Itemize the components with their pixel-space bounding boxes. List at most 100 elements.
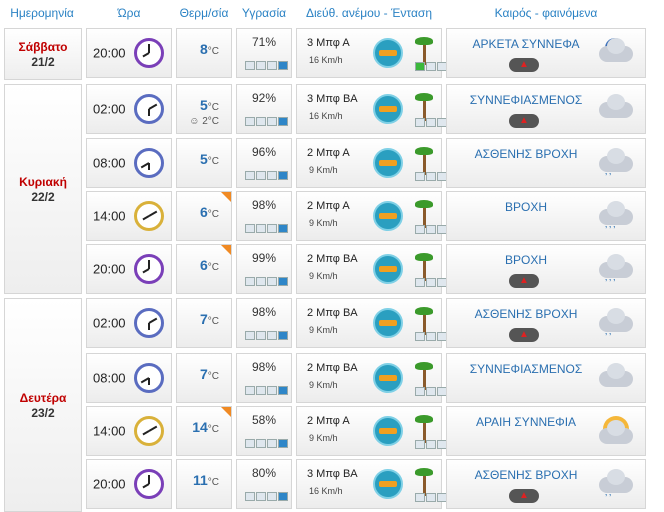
time-cell: 14:00 — [86, 406, 172, 456]
temp-cell: 6°C — [176, 244, 232, 294]
weather-cell: ΣΥΝΝΕΦΙΑΣΜΕΝΟΣ — [446, 353, 646, 403]
lightning-alert-icon: ▲ — [509, 489, 539, 503]
humidity-meter — [245, 61, 289, 70]
palm-tree-icon — [415, 145, 433, 175]
wind-cell: 2 Μπφ ΒΑ 9 Km/h — [296, 244, 458, 294]
palm-tree-icon — [415, 198, 433, 228]
wind-cell: 2 Μπφ Α 9 Km/h — [296, 191, 458, 241]
temp-cell: 5°C ☺ 2°C — [176, 84, 232, 134]
day-monday: Δευτέρα 23/2 — [4, 298, 82, 512]
palm-tree-icon — [415, 413, 433, 443]
temperature: 11°C — [192, 472, 219, 488]
header-humidity: Υγρασία — [241, 6, 287, 20]
time-label: 20:00 — [93, 45, 126, 61]
temperature: 8°C — [199, 41, 219, 57]
weather-cell: ΑΡΑΙΗ ΣΥΝΝΕΦΙΑ — [446, 406, 646, 456]
time-cell: 20:00 — [86, 244, 172, 294]
humidity-meter — [245, 224, 289, 233]
weather-label: ΒΡΟΧΗ — [504, 253, 547, 267]
time-cell: 02:00 — [86, 84, 172, 134]
forecast-row: 02:00 7°C 98% 2 Μπφ ΒΑ 9 Km/h ΑΣΘΕΝΗΣ ΒΡΟΧΗ ▲ ’… — [86, 298, 646, 348]
weather-label: ΑΣΘΕΝΗΣ ΒΡΟΧΗ — [474, 147, 578, 161]
compass-icon — [373, 308, 403, 338]
compass-icon — [373, 363, 403, 393]
light-rain-icon: ’’ — [599, 469, 635, 504]
palm-tree-icon — [415, 35, 433, 65]
humidity-value: 71% — [251, 35, 277, 49]
clock-icon — [134, 416, 164, 446]
time-cell: 20:00 — [86, 459, 172, 509]
palm-tree-icon — [415, 360, 433, 390]
wind-direction: 2 Μπφ Α — [307, 415, 350, 427]
forecast-row: 02:00 5°C ☺ 2°C 92% 3 Μπφ ΒΑ 16 Km/h ΣΥΝΝΕΦΙΑΣ… — [86, 84, 646, 134]
header-weather: Καιρός - φαινόμενα — [494, 6, 598, 20]
wind-speed: 16 Km/h — [309, 111, 343, 121]
humidity-value: 99% — [251, 251, 277, 265]
wind-cell: 2 Μπφ Α 9 Km/h — [296, 138, 458, 188]
humidity-cell: 71% — [236, 28, 292, 78]
wind-speed: 9 Km/h — [309, 165, 338, 175]
forecast-row: 20:00 6°C 99% 2 Μπφ ΒΑ 9 Km/h ΒΡΟΧΗ ▲ ’’’ — [86, 244, 646, 294]
night-cloud-icon — [599, 38, 635, 68]
compass-icon — [373, 94, 403, 124]
humidity-cell: 92% — [236, 84, 292, 134]
day-sunday: Κυριακή 22/2 — [4, 84, 82, 294]
clock-icon — [134, 148, 164, 178]
weather-cell: ΑΣΘΕΝΗΣ ΒΡΟΧΗ ▲ ’’ — [446, 298, 646, 348]
light-rain-icon: ’’ — [599, 308, 635, 343]
lightning-alert-icon: ▲ — [509, 58, 539, 72]
humidity-value: 98% — [251, 360, 277, 374]
temperature: 6°C — [199, 257, 219, 273]
time-label: 14:00 — [93, 208, 126, 224]
humidity-meter — [245, 331, 289, 340]
time-label: 20:00 — [93, 476, 126, 492]
compass-icon — [373, 201, 403, 231]
wind-speed: 16 Km/h — [309, 486, 343, 496]
palm-tree-icon — [415, 466, 433, 496]
forecast-row: 14:00 14°C 58% 2 Μπφ Α 9 Km/h ΑΡΑΙΗ ΣΥΝΝΕΦΙΑ — [86, 406, 646, 456]
wind-cell: 3 Μπφ ΒΑ 16 Km/h — [296, 84, 458, 134]
header-temp: Θερμ/σία — [179, 6, 229, 20]
weather-cell: ΑΣΘΕΝΗΣ ΒΡΟΧΗ ’’ — [446, 138, 646, 188]
temp-cell: 7°C — [176, 353, 232, 403]
forecast-row: 14:00 6°C 98% 2 Μπφ Α 9 Km/h ΒΡΟΧΗ ’’’ — [86, 191, 646, 241]
rain-icon: ’’’ — [599, 201, 635, 236]
humidity-cell: 96% — [236, 138, 292, 188]
cloudy-icon — [599, 363, 635, 393]
humidity-value: 58% — [251, 413, 277, 427]
warning-corner-icon — [221, 192, 231, 202]
weather-cell: ΣΥΝΝΕΦΙΑΣΜΕΝΟΣ ▲ — [446, 84, 646, 134]
warning-corner-icon — [221, 245, 231, 255]
compass-icon — [373, 38, 403, 68]
weather-label: ΣΥΝΝΕΦΙΑΣΜΕΝΟΣ — [469, 362, 583, 376]
humidity-value: 98% — [251, 305, 277, 319]
compass-icon — [373, 469, 403, 499]
compass-icon — [373, 416, 403, 446]
wind-cell: 3 Μπφ Α 16 Km/h — [296, 28, 458, 78]
temp-cell: 7°C — [176, 298, 232, 348]
wind-speed: 16 Km/h — [309, 55, 343, 65]
wind-speed: 9 Km/h — [309, 271, 338, 281]
wind-direction: 2 Μπφ ΒΑ — [307, 307, 358, 319]
temp-cell: 8°C — [176, 28, 232, 78]
weather-cell: ΒΡΟΧΗ ▲ ’’’ — [446, 244, 646, 294]
temp-cell: 5°C — [176, 138, 232, 188]
humidity-cell: 80% — [236, 459, 292, 509]
temperature: 7°C — [199, 366, 219, 382]
header-wind: Διεύθ. ανέμου - Ένταση — [305, 6, 433, 20]
wind-direction: 2 Μπφ ΒΑ — [307, 362, 358, 374]
wind-direction: 3 Μπφ Α — [307, 37, 350, 49]
time-cell: 20:00 — [86, 28, 172, 78]
compass-icon — [373, 148, 403, 178]
light-rain-icon: ’’ — [599, 148, 635, 183]
time-label: 20:00 — [93, 261, 126, 277]
humidity-value: 92% — [251, 91, 277, 105]
weather-cell: ΒΡΟΧΗ ’’’ — [446, 191, 646, 241]
compass-icon — [373, 254, 403, 284]
temperature: 6°C — [199, 204, 219, 220]
clock-icon — [134, 469, 164, 499]
day-date: 21/2 — [31, 54, 55, 69]
weather-cell: ΑΣΘΕΝΗΣ ΒΡΟΧΗ ▲ ’’ — [446, 459, 646, 509]
humidity-meter — [245, 117, 289, 126]
weather-label: ΑΣΘΕΝΗΣ ΒΡΟΧΗ — [474, 468, 578, 482]
